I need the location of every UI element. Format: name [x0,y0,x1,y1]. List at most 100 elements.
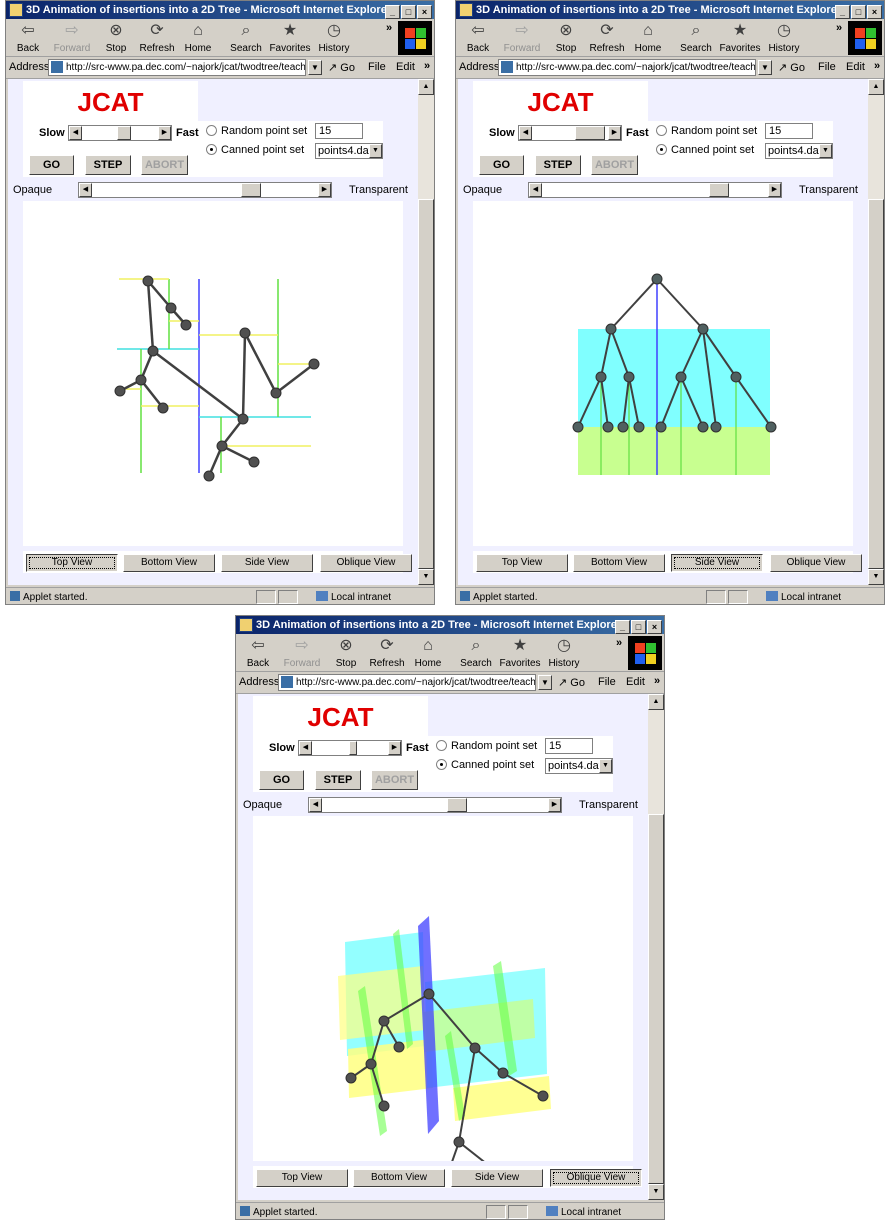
side-view-button[interactable]: Side View [221,554,313,572]
3d-scene-canvas[interactable] [23,201,403,546]
forward-button[interactable]: ⇨ Forward [53,22,91,54]
top-view-button[interactable]: Top View [26,554,118,572]
bottom-view-button[interactable]: Bottom View [573,554,665,572]
scroll-up-arrow[interactable]: ▲ [418,79,434,95]
scroll-down-arrow[interactable]: ▼ [648,1184,664,1200]
opacity-slider[interactable]: ◀ ▶ [528,182,782,198]
go-applet-button[interactable]: GO [479,155,524,175]
oblique-view-button[interactable]: Oblique View [320,554,412,572]
scroll-thumb[interactable] [418,199,434,569]
scroll-thumb[interactable] [868,199,884,569]
refresh-button[interactable]: ⟳ Refresh [139,22,175,54]
go-applet-button[interactable]: GO [259,770,304,790]
address-dropdown-button[interactable]: ▼ [308,60,322,75]
scroll-up-arrow[interactable]: ▲ [648,694,664,710]
address-input[interactable]: http://src-www.pa.dec.com/~najork/jcat/t… [48,59,306,76]
side-view-button[interactable]: Side View [671,554,763,572]
speed-left-arrow[interactable]: ◀ [519,126,532,140]
menu-file[interactable]: File [598,676,616,688]
favorites-button[interactable]: ★ Favorites [719,22,761,54]
go-button[interactable]: ↗ Go [328,62,355,74]
opacity-thumb[interactable] [241,183,261,197]
stop-button[interactable]: ⊗ Stop [105,22,127,54]
opacity-thumb[interactable] [447,798,467,812]
menu-edit[interactable]: Edit [626,676,645,688]
top-view-button[interactable]: Top View [256,1169,348,1187]
home-button[interactable]: ⌂ Home [184,22,212,54]
speed-right-arrow[interactable]: ▶ [158,126,171,140]
scroll-up-arrow[interactable]: ▲ [868,79,884,95]
stop-button[interactable]: ⊗ Stop [555,22,577,54]
step-button[interactable]: STEP [85,155,131,175]
random-count-input[interactable]: 15 [315,123,363,139]
menu-file[interactable]: File [818,61,836,73]
back-button[interactable]: ⇦ Back [466,22,490,54]
menu-edit[interactable]: Edit [846,61,865,73]
speed-thumb[interactable] [117,126,131,140]
scroll-down-arrow[interactable]: ▼ [868,569,884,585]
side-view-button[interactable]: Side View [451,1169,543,1187]
favorites-button[interactable]: ★ Favorites [269,22,311,54]
opacity-left-arrow[interactable]: ◀ [79,183,92,197]
canned-file-select[interactable]: points4.dat ▼ [765,143,833,159]
speed-thumb[interactable] [349,741,357,755]
home-button[interactable]: ⌂ Home [414,637,442,669]
vertical-scrollbar[interactable]: ▲ ▼ [868,79,884,585]
opacity-left-arrow[interactable]: ◀ [529,183,542,197]
favorites-button[interactable]: ★ Favorites [499,637,541,669]
opacity-slider[interactable]: ◀ ▶ [308,797,562,813]
forward-button[interactable]: ⇨ Forward [503,22,541,54]
refresh-button[interactable]: ⟳ Refresh [589,22,625,54]
random-count-input[interactable]: 15 [545,738,593,754]
toolbar-more-button[interactable]: » [836,22,843,34]
abort-button[interactable]: ABORT [371,770,418,790]
3d-scene-canvas[interactable] [253,816,633,1161]
opacity-right-arrow[interactable]: ▶ [768,183,781,197]
address-dropdown-button[interactable]: ▼ [538,675,552,690]
minimize-button[interactable]: _ [615,620,630,634]
close-button[interactable]: × [647,620,662,634]
maximize-button[interactable]: □ [851,5,866,19]
close-button[interactable]: × [417,5,432,19]
canned-point-radio[interactable] [206,144,217,155]
bottom-view-button[interactable]: Bottom View [123,554,215,572]
3d-scene-canvas[interactable] [473,201,853,546]
oblique-view-button[interactable]: Oblique View [550,1169,642,1187]
speed-slider[interactable]: ◀ ▶ [518,125,622,141]
top-view-button[interactable]: Top View [476,554,568,572]
speed-slider[interactable]: ◀ ▶ [298,740,402,756]
menu-file[interactable]: File [368,61,386,73]
canned-point-radio[interactable] [436,759,447,770]
search-button[interactable]: ⌕ Search [230,22,262,54]
random-count-input[interactable]: 15 [765,123,813,139]
address-dropdown-button[interactable]: ▼ [758,60,772,75]
close-button[interactable]: × [867,5,882,19]
maximize-button[interactable]: □ [401,5,416,19]
abort-button[interactable]: ABORT [591,155,638,175]
menu-edit[interactable]: Edit [396,61,415,73]
menu-more-button[interactable]: » [424,60,431,72]
maximize-button[interactable]: □ [631,620,646,634]
opacity-left-arrow[interactable]: ◀ [309,798,322,812]
speed-left-arrow[interactable]: ◀ [299,741,312,755]
home-button[interactable]: ⌂ Home [634,22,662,54]
history-button[interactable]: ◷ History [318,22,350,54]
search-button[interactable]: ⌕ Search [680,22,712,54]
toolbar-more-button[interactable]: » [616,637,623,649]
speed-right-arrow[interactable]: ▶ [388,741,401,755]
back-button[interactable]: ⇦ Back [246,637,270,669]
step-button[interactable]: STEP [535,155,581,175]
canned-file-select[interactable]: points4.dat ▼ [545,758,613,774]
vertical-scrollbar[interactable]: ▲ ▼ [648,694,664,1200]
step-button[interactable]: STEP [315,770,361,790]
go-button[interactable]: ↗ Go [558,677,585,689]
history-button[interactable]: ◷ History [548,637,580,669]
minimize-button[interactable]: _ [835,5,850,19]
speed-left-arrow[interactable]: ◀ [69,126,82,140]
address-input[interactable]: http://src-www.pa.dec.com/~najork/jcat/t… [498,59,756,76]
opacity-right-arrow[interactable]: ▶ [548,798,561,812]
minimize-button[interactable]: _ [385,5,400,19]
speed-slider[interactable]: ◀ ▶ [68,125,172,141]
canned-point-radio[interactable] [656,144,667,155]
canned-file-select[interactable]: points4.dat ▼ [315,143,383,159]
